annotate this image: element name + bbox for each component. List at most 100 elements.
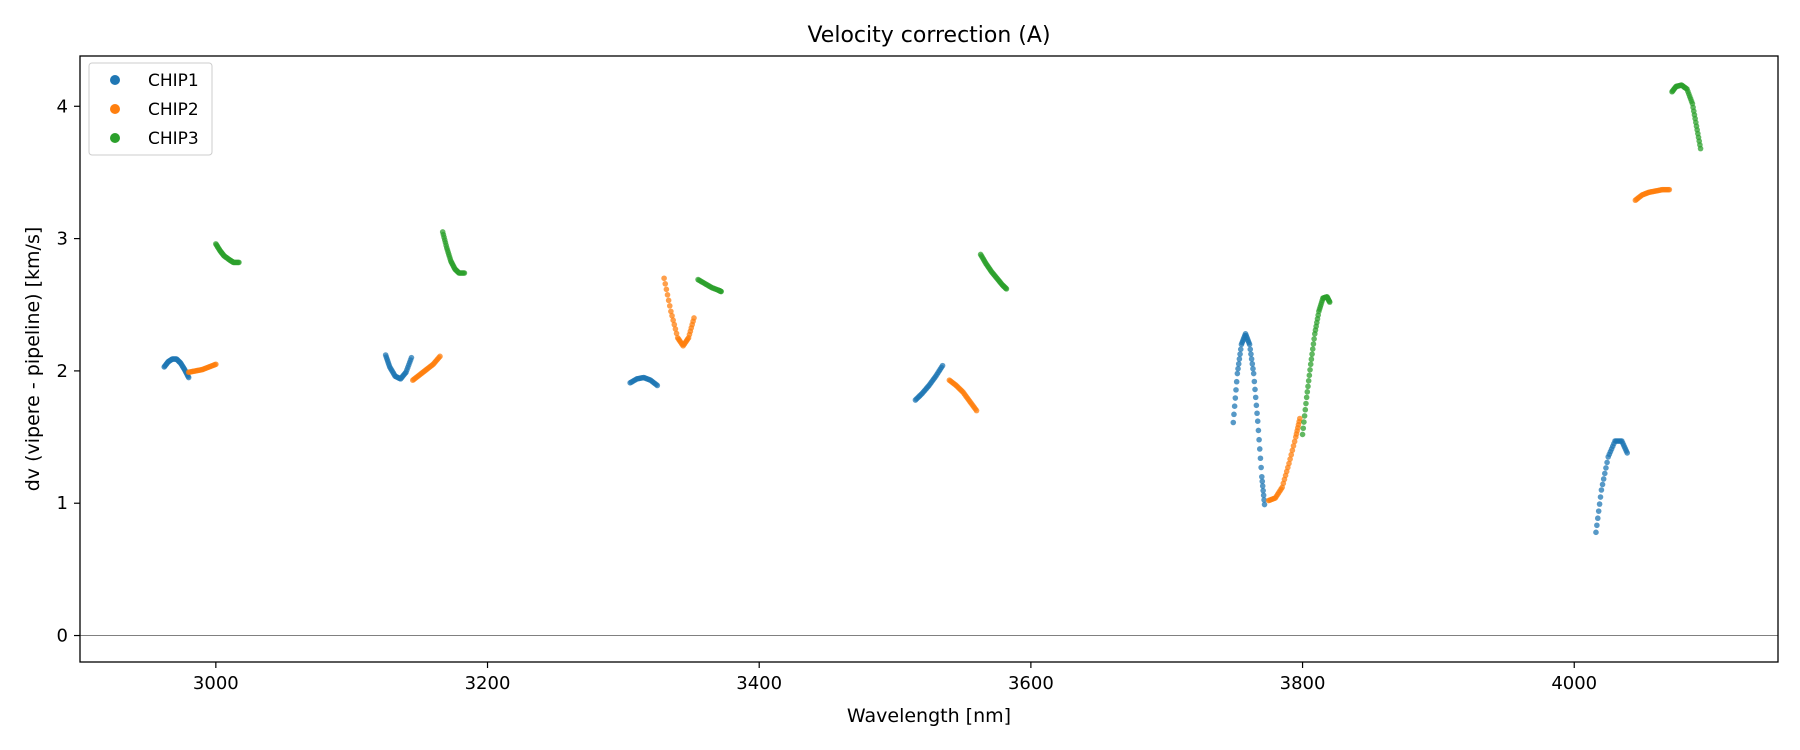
data-point	[1624, 450, 1631, 456]
data-point	[665, 297, 672, 304]
data-point	[1287, 456, 1293, 462]
data-point	[1261, 497, 1267, 503]
data-point	[1288, 451, 1295, 458]
data-point	[1254, 418, 1261, 424]
data-point	[1289, 447, 1296, 454]
series-segment	[1230, 331, 1268, 508]
data-point	[1235, 365, 1241, 372]
data-point	[670, 317, 676, 323]
data-point	[669, 312, 675, 319]
y-tick-label: 0	[57, 626, 68, 647]
data-point	[1600, 476, 1607, 482]
data-point	[213, 361, 219, 368]
data-point	[1260, 492, 1267, 499]
data-point	[654, 382, 661, 389]
data-point	[1305, 378, 1312, 384]
data-point	[1307, 367, 1313, 373]
data-point	[1307, 361, 1314, 368]
series-chip2	[185, 186, 1673, 504]
data-point	[1237, 346, 1244, 353]
data-point	[1595, 508, 1602, 514]
legend-label: CHIP2	[148, 100, 199, 120]
legend-label: CHIP3	[148, 129, 199, 149]
data-point	[1311, 336, 1317, 342]
data-point	[668, 308, 674, 315]
data-point	[691, 315, 697, 321]
data-point	[1291, 438, 1298, 445]
series-segment	[213, 241, 242, 266]
data-point	[1258, 464, 1264, 471]
data-point	[1594, 522, 1600, 529]
series-segment	[627, 374, 661, 389]
data-point	[1286, 460, 1292, 467]
data-point	[236, 259, 242, 266]
data-point	[1251, 378, 1258, 385]
legend-marker	[110, 104, 120, 114]
data-point	[1246, 341, 1253, 348]
data-point	[1593, 529, 1599, 536]
x-axis-label: Wavelength [nm]	[847, 705, 1011, 727]
data-point	[1596, 501, 1603, 507]
data-point	[666, 303, 673, 309]
data-point	[1604, 459, 1610, 466]
series-segment	[1265, 415, 1303, 504]
y-axis-label: dv (vipere - pipeline) [km/s]	[22, 227, 44, 492]
data-point	[1666, 186, 1673, 193]
legend: CHIP1 CHIP2 CHIP3	[88, 62, 213, 156]
data-point	[1003, 286, 1010, 292]
data-point	[1304, 389, 1311, 395]
data-point	[1594, 515, 1601, 522]
data-point	[1303, 400, 1309, 407]
data-point	[939, 362, 946, 369]
data-point	[1602, 470, 1608, 477]
data-point	[1252, 394, 1259, 401]
data-point	[1303, 394, 1310, 401]
series-segment	[661, 275, 697, 349]
data-point	[1302, 406, 1309, 413]
series-chip3	[213, 82, 1704, 438]
legend-entry-chip1: CHIP1	[110, 71, 199, 91]
data-point	[672, 326, 679, 332]
data-point	[1305, 383, 1311, 390]
data-point	[1256, 436, 1262, 443]
data-point	[185, 374, 192, 381]
data-point	[1255, 427, 1262, 434]
series-segment	[439, 229, 468, 276]
data-point	[1310, 341, 1317, 347]
plot-frame	[79, 55, 1779, 663]
data-point	[1300, 425, 1307, 432]
data-point	[1259, 473, 1265, 480]
data-point	[1233, 378, 1240, 385]
y-tick-label: 4	[57, 96, 68, 117]
data-point	[1250, 365, 1256, 372]
data-point	[1259, 483, 1266, 489]
data-point	[1231, 411, 1237, 418]
data-point	[1237, 351, 1243, 357]
data-point	[1697, 145, 1704, 152]
data-point	[1256, 446, 1263, 452]
data-point	[461, 270, 468, 276]
series-segment	[1593, 438, 1631, 536]
data-point	[1231, 403, 1238, 409]
data-point	[1299, 431, 1306, 438]
x-tick-label: 3600	[1008, 673, 1054, 694]
data-point	[1254, 410, 1260, 417]
data-point	[661, 275, 667, 282]
data-point	[1308, 356, 1315, 363]
data-point	[1253, 402, 1260, 409]
data-point	[1301, 413, 1308, 419]
series-segment	[382, 352, 415, 382]
data-point	[1248, 351, 1254, 357]
x-tick-label: 3000	[193, 673, 239, 694]
series-segment	[695, 276, 724, 295]
data-point	[1257, 455, 1264, 462]
series-segment	[185, 361, 219, 376]
series-chip1	[161, 331, 1631, 536]
data-point	[1597, 494, 1604, 500]
data-point	[1230, 419, 1237, 426]
legend-frame	[88, 62, 213, 156]
data-point	[973, 407, 980, 414]
series-segment	[1299, 294, 1333, 438]
legend-marker	[110, 75, 120, 85]
